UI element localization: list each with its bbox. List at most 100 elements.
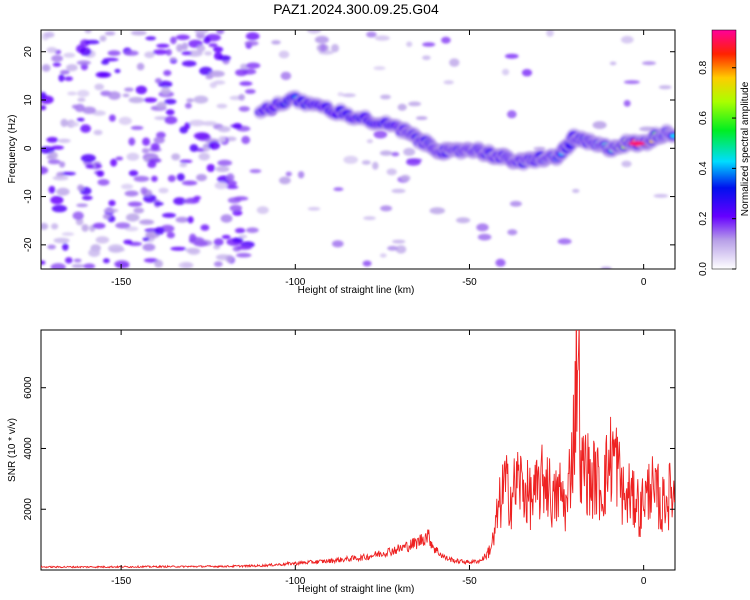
noise-blob <box>429 207 445 215</box>
noise-blob <box>239 81 253 86</box>
noise-blob <box>103 258 110 264</box>
noise-blob <box>53 237 70 244</box>
noise-blob <box>115 262 130 269</box>
noise-blob <box>41 105 47 111</box>
noise-blob <box>271 40 281 45</box>
noise-blob <box>81 224 89 232</box>
noise-blob <box>164 116 178 125</box>
noise-blob <box>623 80 640 84</box>
noise-blob <box>373 66 386 71</box>
noise-blob <box>94 83 105 91</box>
noise-blob <box>76 60 91 65</box>
noise-blob <box>140 187 148 195</box>
noise-blob <box>193 132 210 140</box>
noise-blob <box>415 116 428 120</box>
noise-blob <box>52 62 62 67</box>
noise-blob <box>193 240 208 247</box>
noise-blob <box>127 201 143 207</box>
noise-blob <box>363 216 376 221</box>
noise-blob <box>158 80 173 88</box>
noise-blob <box>178 261 194 269</box>
noise-blob <box>175 34 190 41</box>
noise-blob <box>379 150 393 156</box>
noise-blob <box>225 254 234 263</box>
noise-blob <box>392 239 406 244</box>
noise-blob <box>60 118 68 127</box>
noise-blob <box>318 50 334 55</box>
noise-blob <box>218 55 231 61</box>
noise-blob <box>115 156 124 161</box>
noise-blob <box>256 206 269 215</box>
noise-blob <box>572 188 580 193</box>
noise-blob <box>400 174 411 182</box>
noise-blob <box>208 141 220 150</box>
snr-x-tick-label: -150 <box>111 576 131 587</box>
noise-blob <box>397 103 407 111</box>
noise-blob <box>181 51 192 56</box>
noise-blob <box>61 232 75 236</box>
spectrogram-x-tick-label: 0 <box>641 277 647 288</box>
noise-blob <box>279 176 291 185</box>
noise-blob <box>124 190 139 197</box>
noise-blob <box>104 31 116 36</box>
noise-blob <box>245 32 260 41</box>
spectrogram-panel: -150 -100 -50 0 20 10 0 -10 -20 Height of strai… <box>7 29 676 296</box>
noise-blob <box>391 152 400 157</box>
noise-blob <box>244 40 259 46</box>
noise-blob <box>108 244 124 253</box>
noise-blob <box>592 121 607 130</box>
snr-y-tick-label: 4000 <box>23 437 34 460</box>
noise-blob <box>246 227 259 233</box>
noise-blob <box>193 95 209 104</box>
noise-blob <box>41 64 51 72</box>
noise-blob <box>391 188 406 194</box>
noise-blob <box>307 207 321 211</box>
noise-blob <box>362 260 372 267</box>
spectrogram-plot-area <box>41 30 675 269</box>
noise-blob <box>184 122 191 130</box>
noise-blob <box>153 49 168 55</box>
noise-blob <box>171 153 181 161</box>
noise-blob <box>238 94 245 101</box>
noise-blob <box>280 71 292 81</box>
colorbar-tick-label: 0.6 <box>698 111 709 125</box>
noise-blob <box>50 145 64 150</box>
noise-blob <box>206 164 215 172</box>
noise-blob <box>244 89 256 94</box>
noise-blob <box>147 160 157 168</box>
noise-blob <box>59 70 70 75</box>
noise-blob <box>502 68 510 76</box>
noise-blob <box>333 187 344 192</box>
noise-blob <box>238 234 248 239</box>
noise-blob <box>156 43 170 48</box>
noise-blob <box>144 51 155 59</box>
noise-blob <box>203 36 211 44</box>
noise-blob <box>395 245 407 254</box>
noise-blob <box>236 252 252 258</box>
spectrogram-ridge <box>253 89 675 172</box>
noise-blob <box>189 233 197 242</box>
noise-blob <box>403 147 416 156</box>
noise-blob <box>107 50 121 56</box>
spectrogram-y-tick-label: 0 <box>23 145 34 151</box>
noise-blob <box>165 49 172 56</box>
ridge-peak <box>628 141 645 146</box>
noise-blob <box>155 78 162 84</box>
noise-blob <box>124 50 139 56</box>
noise-blob <box>50 263 66 269</box>
noise-blob <box>209 70 225 78</box>
noise-blob <box>208 43 218 48</box>
noise-blob <box>48 151 58 160</box>
spectrogram-x-tick-label: -50 <box>462 277 477 288</box>
noise-blob <box>642 61 656 66</box>
noise-blob <box>361 160 371 165</box>
noise-blob <box>213 46 224 53</box>
colorbar-gradient <box>711 29 737 270</box>
spectrogram-y-tick-label: 20 <box>23 46 34 58</box>
spectrogram-y-tick-label: 10 <box>23 94 34 106</box>
noise-blob <box>143 97 158 103</box>
noise-blob <box>214 181 228 190</box>
noise-blob <box>215 166 230 173</box>
noise-blob <box>495 258 506 267</box>
